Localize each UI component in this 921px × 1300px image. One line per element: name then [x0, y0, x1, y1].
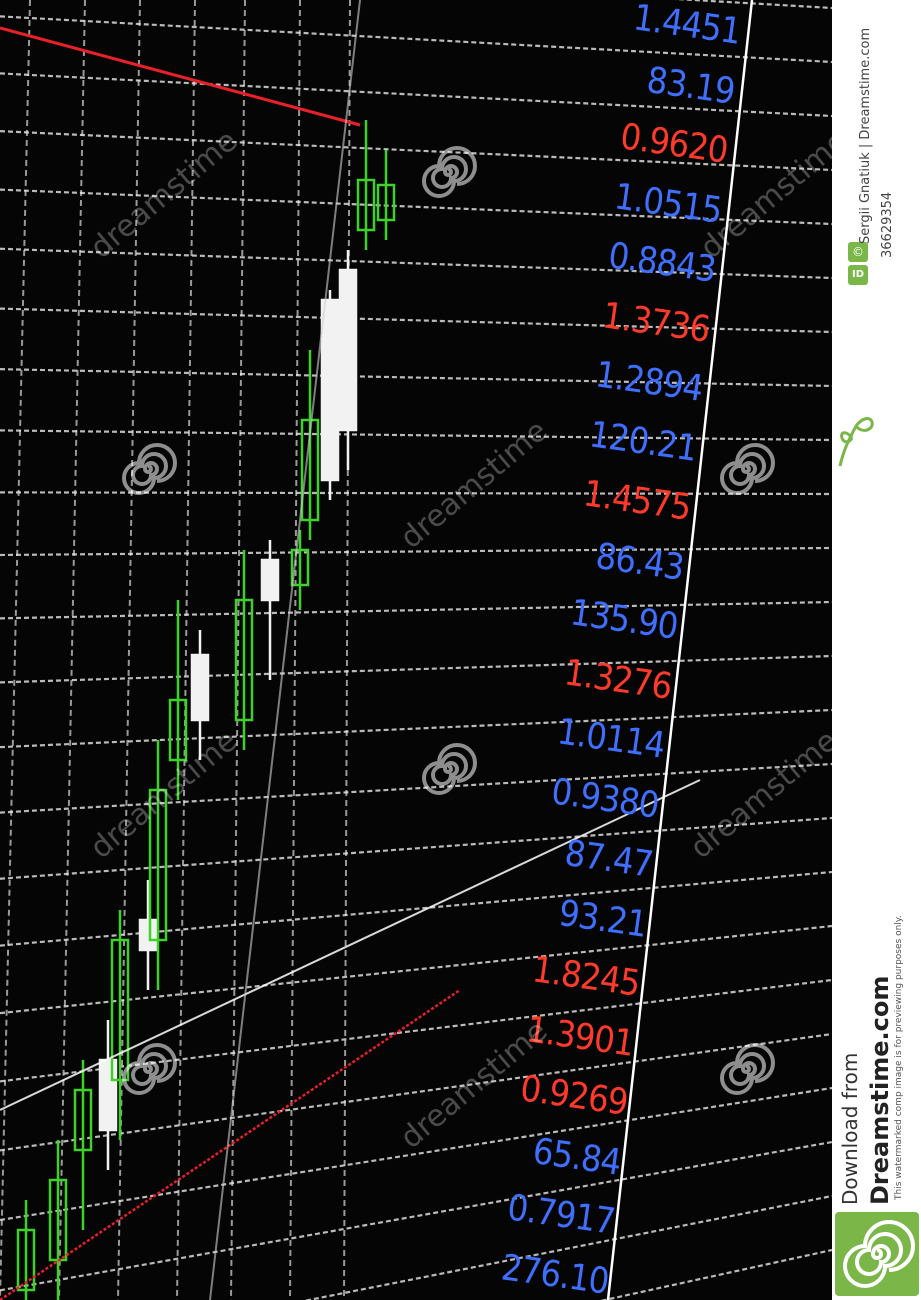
watermark-spiral-icon	[422, 743, 477, 795]
candle-body	[320, 298, 340, 482]
candle-body	[98, 1058, 118, 1132]
id-badge: ID	[848, 265, 868, 285]
candle-body	[168, 698, 188, 762]
preview-notice: This watermarked comp image is for previ…	[894, 915, 904, 1200]
grid-line-horizontal	[0, 924, 832, 1015]
candle-body	[290, 548, 310, 587]
grid-line-vertical	[176, 0, 196, 1300]
grid-line-vertical	[289, 0, 301, 1300]
watermark-spiral-icon	[422, 146, 477, 198]
grid-line-vertical	[117, 0, 141, 1300]
chart-scene	[0, 0, 832, 1300]
preview-sidebar: © ID 36629354 Sergii Gnatiuk | Dreamstim…	[832, 0, 921, 1300]
grid-line-horizontal	[0, 368, 832, 388]
candle-body	[300, 418, 320, 522]
grid-line-horizontal	[0, 188, 832, 226]
grid-line-horizontal	[0, 429, 832, 442]
candle-body	[110, 938, 130, 1082]
trend-lines	[0, 0, 701, 1300]
site-name: Dreamstime.com	[866, 975, 894, 1205]
grid-lines	[0, 0, 832, 1300]
trend-line-red-top	[0, 26, 361, 127]
candle-body	[338, 268, 358, 432]
grid-line-horizontal	[0, 130, 832, 172]
grid-line-vertical	[343, 0, 351, 1300]
candle-body	[138, 918, 158, 952]
copyright-icon: ©	[848, 242, 868, 262]
grid-line-horizontal	[0, 307, 832, 334]
grid-line-horizontal	[0, 600, 832, 620]
grid-line-vertical	[0, 0, 31, 1300]
sidebar-leaf-icon	[838, 417, 874, 467]
grid-line-horizontal	[0, 1032, 832, 1152]
candlestick-series	[16, 120, 396, 1300]
trend-line-red-bottom	[0, 988, 461, 1300]
grid-line-horizontal	[0, 1086, 832, 1222]
grid-line-horizontal	[0, 1140, 832, 1292]
price-column-divider	[606, 0, 754, 1300]
dreamstime-spiral-logo-icon	[835, 1212, 919, 1296]
grid-line-horizontal	[599, 1248, 832, 1300]
trend-line-grey	[209, 0, 361, 1300]
candle-body	[190, 653, 210, 722]
grid-line-horizontal	[0, 816, 832, 880]
candle-body	[16, 1228, 36, 1292]
candle-body	[73, 1088, 93, 1152]
image-id: 36629354	[880, 191, 895, 258]
candle-body	[260, 558, 280, 602]
watermark-spiral-icon	[122, 1043, 177, 1095]
grid-line-horizontal	[0, 654, 832, 684]
candle-body	[234, 598, 254, 722]
grid-line-horizontal	[0, 870, 832, 947]
stock-photo: 1.4451 83.19 0.9620 1.0515 0.8843 1.3736 1.289…	[0, 0, 832, 1300]
watermark-spiral-icon	[720, 443, 775, 495]
grid-line-horizontal	[0, 247, 832, 280]
grid-line-horizontal	[0, 762, 832, 814]
grid-line-vertical	[230, 0, 246, 1300]
download-from-label: Download from	[838, 1052, 862, 1205]
grid-line-vertical	[58, 0, 86, 1300]
watermark-spiral-icon	[122, 443, 177, 495]
candle-body	[148, 788, 168, 942]
grid-line-horizontal	[0, 708, 832, 749]
trend-line-white	[0, 779, 701, 1111]
candle-body	[356, 178, 376, 232]
watermark-spiral-icon	[720, 1043, 775, 1095]
candle-body	[376, 183, 396, 222]
grid-line-horizontal	[0, 546, 832, 557]
photo-credit: Sergii Gnatiuk | Dreamstime.com	[858, 27, 873, 244]
grid-line-horizontal	[303, 1194, 832, 1300]
